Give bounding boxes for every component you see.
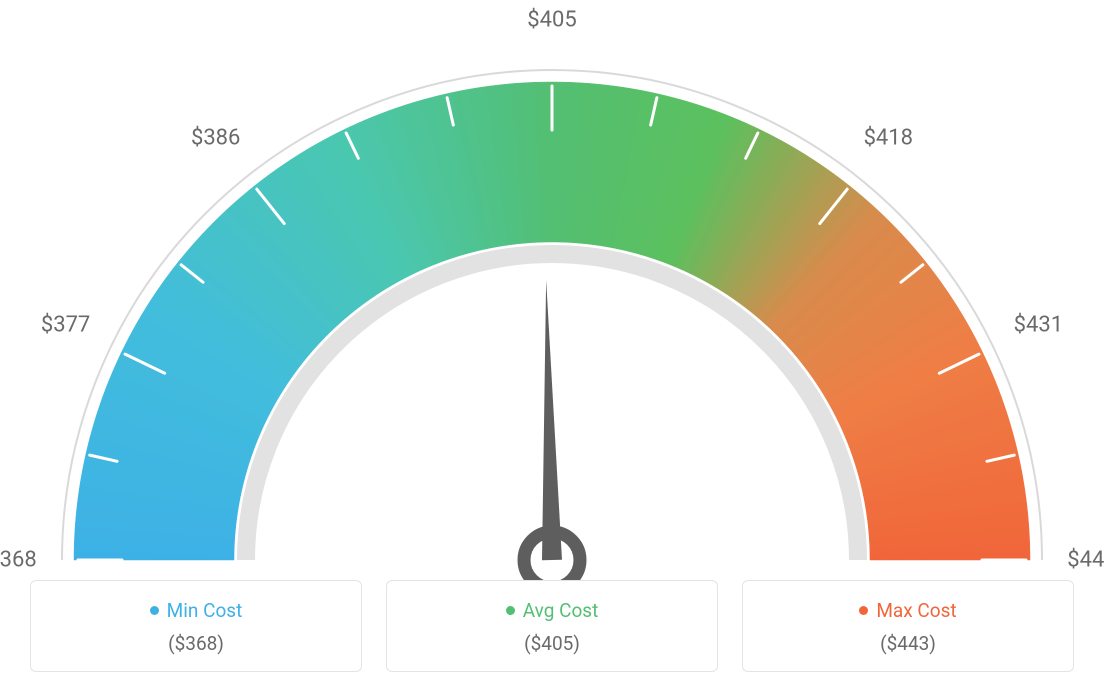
gauge-container: $368 $377 $386 $405 $418 $431 $443 <box>0 0 1104 580</box>
gauge-needle <box>542 280 562 560</box>
gauge-tick-label: $368 <box>0 548 37 573</box>
legend-label-avg: Avg Cost <box>523 599 599 622</box>
legend-value-min: ($368) <box>41 632 351 655</box>
gauge-tick-label: $377 <box>41 313 90 338</box>
gauge-tick-label: $443 <box>1067 548 1104 573</box>
legend-title-avg: Avg Cost <box>506 599 599 622</box>
legend-dot-avg <box>506 606 515 615</box>
legend-card-max: Max Cost ($443) <box>742 580 1074 672</box>
gauge-tick-label: $386 <box>191 125 240 150</box>
legend-label-min: Min Cost <box>167 599 243 622</box>
legend-value-avg: ($405) <box>397 632 707 655</box>
legend-value-max: ($443) <box>753 632 1063 655</box>
legend-title-min: Min Cost <box>150 599 243 622</box>
gauge-tick-label: $405 <box>527 8 576 33</box>
legend-label-max: Max Cost <box>876 599 956 622</box>
legend-card-min: Min Cost ($368) <box>30 580 362 672</box>
legend-row: Min Cost ($368) Avg Cost ($405) Max Cost… <box>30 580 1074 672</box>
gauge-tick-label: $431 <box>1014 313 1063 338</box>
legend-card-avg: Avg Cost ($405) <box>386 580 718 672</box>
legend-dot-max <box>859 606 868 615</box>
legend-dot-min <box>150 606 159 615</box>
legend-title-max: Max Cost <box>859 599 956 622</box>
gauge-tick-label: $418 <box>864 125 913 150</box>
gauge-svg <box>52 20 1052 600</box>
